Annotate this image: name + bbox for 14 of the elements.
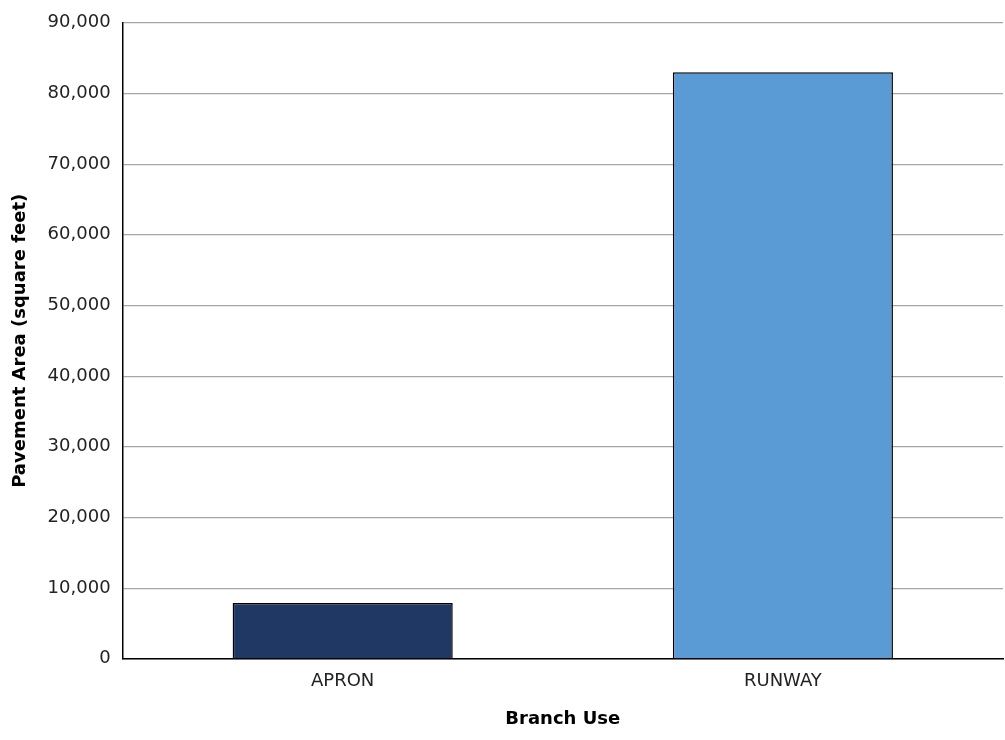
x-tick-label: APRON (311, 669, 375, 691)
y-tick-label: 70,000 (47, 151, 111, 173)
x-tick-label: RUNWAY (743, 669, 823, 691)
y-tick-label: 80,000 (47, 81, 111, 103)
y-tick-label: 0 (99, 646, 111, 668)
y-tick-label: 60,000 (47, 222, 111, 244)
y-tick-label: 10,000 (47, 575, 111, 597)
y-tick-label: 90,000 (47, 10, 111, 32)
y-tick-label: 50,000 (47, 293, 111, 315)
y-tick-label: 20,000 (47, 505, 111, 527)
y-tick-label: 30,000 (47, 434, 111, 456)
x-axis-title: Branch Use (505, 706, 621, 728)
y-axis-title: Pavement Area (square feet) (8, 193, 30, 488)
y-tick-label: 40,000 (47, 363, 111, 385)
